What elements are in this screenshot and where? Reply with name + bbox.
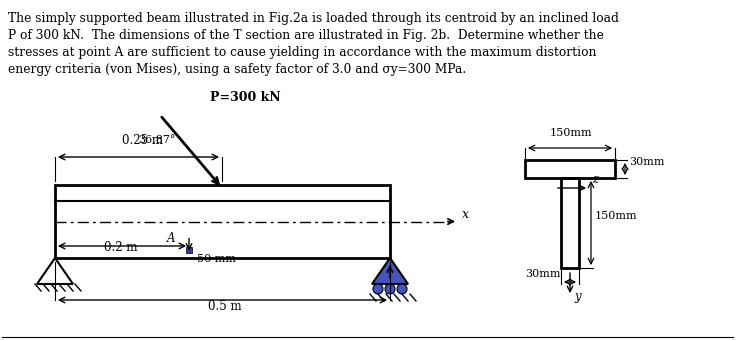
- Text: 0.5 m: 0.5 m: [209, 300, 242, 313]
- Text: 0.25 m: 0.25 m: [122, 134, 164, 147]
- Bar: [55, 185, 390, 258]
- Text: y: y: [574, 290, 581, 303]
- Text: energy criteria (von Mises), using a safety factor of 3.0 and σy=300 MPa.: energy criteria (von Mises), using a saf…: [8, 63, 467, 76]
- Polygon shape: [372, 258, 408, 284]
- Text: P of 300 kN.  The dimensions of the T section are illustrated in Fig. 2b.  Deter: P of 300 kN. The dimensions of the T sec…: [8, 29, 604, 42]
- Text: 150mm: 150mm: [595, 211, 638, 221]
- Circle shape: [385, 284, 395, 294]
- Circle shape: [397, 284, 407, 294]
- Text: x: x: [462, 207, 469, 221]
- Text: P=300 kN: P=300 kN: [210, 91, 281, 104]
- Text: stresses at point A are sufficient to cause yielding in accordance with the maxi: stresses at point A are sufficient to ca…: [8, 46, 596, 59]
- Text: 30mm: 30mm: [629, 157, 665, 167]
- Bar: [525, 160, 615, 178]
- Circle shape: [373, 284, 383, 294]
- Text: A: A: [167, 233, 175, 245]
- Text: 50 mm: 50 mm: [197, 254, 236, 264]
- Text: z: z: [592, 173, 598, 186]
- Text: The simply supported beam illustrated in Fig.2a is loaded through its centroid b: The simply supported beam illustrated in…: [8, 12, 619, 25]
- Bar: [561, 178, 579, 268]
- Text: 30mm: 30mm: [525, 269, 561, 279]
- Text: 150mm: 150mm: [550, 128, 593, 138]
- Text: 0.2 m: 0.2 m: [104, 241, 138, 254]
- Text: 36.87°: 36.87°: [138, 135, 175, 145]
- Bar: [186, 246, 192, 253]
